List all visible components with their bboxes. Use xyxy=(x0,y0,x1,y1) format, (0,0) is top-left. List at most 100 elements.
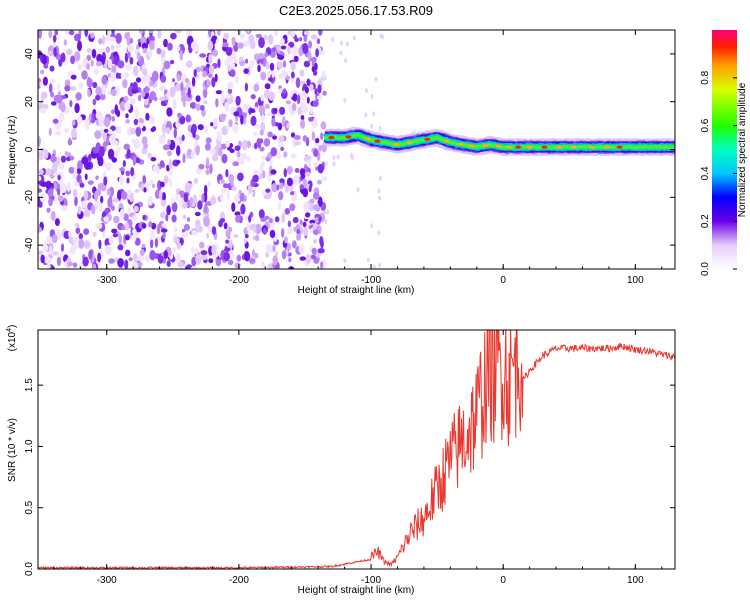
noise-blob xyxy=(201,193,205,203)
noise-blob xyxy=(239,59,246,67)
snr-x-tick-label: -200 xyxy=(229,575,249,586)
noise-blob xyxy=(119,167,125,172)
noise-blob xyxy=(299,69,305,77)
snr-x-tick-label: 0 xyxy=(500,575,506,586)
noise-blob xyxy=(267,131,273,138)
noise-blob xyxy=(203,100,208,105)
noise-blob xyxy=(76,115,83,125)
noise-blob xyxy=(154,189,160,199)
noise-blob xyxy=(263,138,271,147)
noise-blob xyxy=(277,202,282,211)
noise-blob xyxy=(237,172,244,182)
noise-blob xyxy=(245,58,249,64)
noise-blob xyxy=(320,132,324,140)
signal-peak xyxy=(468,144,475,148)
noise-blob xyxy=(248,214,252,223)
noise-blob xyxy=(240,192,245,202)
noise-blob xyxy=(306,78,310,87)
noise-blob xyxy=(138,255,145,262)
noise-blob xyxy=(294,141,301,146)
noise-blob xyxy=(170,32,177,40)
noise-blob xyxy=(265,61,270,70)
noise-blob xyxy=(39,81,43,87)
noise-blob xyxy=(185,60,193,68)
noise-blob xyxy=(212,118,219,127)
noise-blob xyxy=(270,147,278,157)
noise-blob xyxy=(276,61,283,70)
noise-blob xyxy=(249,108,257,113)
noise-blob xyxy=(64,151,69,157)
noise-blob xyxy=(97,182,105,190)
noise-blob xyxy=(107,58,113,69)
colorbar-tick-label: 0.8 xyxy=(700,70,711,84)
noise-blob xyxy=(111,156,118,163)
noise-blob xyxy=(240,153,248,160)
noise-blob xyxy=(317,248,325,254)
noise-blob xyxy=(303,30,310,36)
noise-blob xyxy=(253,131,258,136)
noise-blob xyxy=(95,94,101,101)
noise-blob xyxy=(281,227,285,238)
noise-blob xyxy=(195,66,202,72)
noise-blob xyxy=(258,209,265,219)
noise-blob xyxy=(57,174,61,181)
noise-blob xyxy=(251,249,255,257)
noise-blob xyxy=(68,230,72,238)
signal-peak xyxy=(570,145,577,149)
noise-blob xyxy=(139,118,145,124)
noise-blob xyxy=(116,109,121,118)
noise-blob xyxy=(108,36,116,42)
noise-blob xyxy=(150,157,157,162)
noise-blob xyxy=(153,165,160,173)
noise-blob xyxy=(130,167,135,177)
noise-blob xyxy=(292,89,298,95)
noise-blob xyxy=(286,177,293,187)
noise-blob xyxy=(288,102,292,113)
noise-blob xyxy=(305,254,312,264)
noise-blob xyxy=(302,42,309,54)
noise-blob xyxy=(282,60,287,68)
noise-blob xyxy=(148,49,153,58)
noise-blob xyxy=(377,230,381,236)
noise-blob xyxy=(160,228,168,233)
noise-blob xyxy=(274,122,279,127)
noise-blob xyxy=(308,40,313,49)
noise-blob xyxy=(191,229,198,236)
noise-blob xyxy=(176,73,181,82)
noise-blob xyxy=(279,37,285,45)
noise-blob xyxy=(276,152,282,160)
noise-blob xyxy=(220,179,225,184)
noise-blob xyxy=(299,256,306,261)
noise-blob xyxy=(309,219,316,224)
noise-blob xyxy=(44,149,49,159)
noise-blob xyxy=(167,42,173,51)
noise-blob xyxy=(149,80,154,87)
noise-blob xyxy=(259,146,265,152)
snr-y-tick-label: 0.5 xyxy=(24,500,35,514)
noise-blob xyxy=(296,94,301,105)
noise-blob xyxy=(263,194,271,200)
noise-blob xyxy=(206,232,210,239)
signal-peak xyxy=(541,145,548,149)
noise-blob xyxy=(147,152,152,159)
noise-blob xyxy=(55,95,63,104)
noise-blob xyxy=(94,190,98,202)
signal-peak xyxy=(374,139,381,143)
noise-blob xyxy=(108,129,113,135)
noise-blob xyxy=(185,114,191,123)
noise-blob xyxy=(308,116,314,122)
noise-blob xyxy=(310,254,316,260)
noise-blob xyxy=(92,231,97,237)
noise-blob xyxy=(86,54,92,62)
noise-blob xyxy=(238,56,244,62)
noise-blob xyxy=(104,207,111,214)
noise-blob xyxy=(133,232,137,242)
noise-blob xyxy=(226,190,230,201)
noise-blob xyxy=(123,143,131,150)
noise-blob xyxy=(187,183,193,188)
noise-blob xyxy=(265,188,271,193)
noise-blob xyxy=(159,96,166,102)
noise-blob xyxy=(300,115,305,121)
noise-blob xyxy=(75,168,82,175)
noise-blob xyxy=(270,169,277,175)
